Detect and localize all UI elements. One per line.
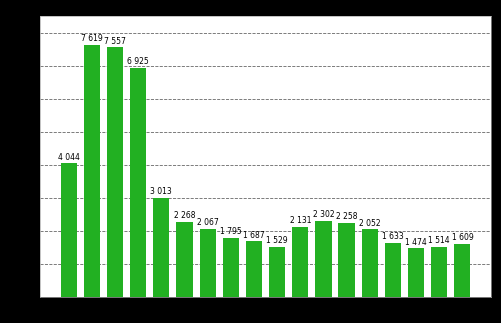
Bar xyxy=(153,198,169,297)
Bar xyxy=(454,244,470,297)
Text: 2 258: 2 258 xyxy=(336,212,357,221)
Bar xyxy=(222,238,239,297)
Text: 1 474: 1 474 xyxy=(405,238,427,247)
Bar xyxy=(176,222,192,297)
Text: 3 013: 3 013 xyxy=(150,187,172,196)
Bar xyxy=(362,229,378,297)
Text: 2 302: 2 302 xyxy=(313,210,334,219)
Bar xyxy=(339,223,355,297)
Text: 1 529: 1 529 xyxy=(267,236,288,245)
Bar xyxy=(199,229,216,297)
Bar xyxy=(107,47,123,297)
Text: 6 925: 6 925 xyxy=(127,57,149,67)
Text: 1 609: 1 609 xyxy=(451,233,473,242)
Bar xyxy=(246,241,262,297)
Text: 7 619: 7 619 xyxy=(81,35,103,44)
Text: 1 795: 1 795 xyxy=(220,227,241,236)
Bar xyxy=(292,227,309,297)
Text: 1 687: 1 687 xyxy=(243,231,265,240)
Bar xyxy=(385,243,401,297)
Text: 2 131: 2 131 xyxy=(290,216,311,225)
Text: 2 268: 2 268 xyxy=(174,211,195,220)
Bar xyxy=(61,163,77,297)
Text: 1 514: 1 514 xyxy=(428,236,450,245)
Bar xyxy=(431,247,447,297)
Bar xyxy=(269,247,285,297)
Text: 1 633: 1 633 xyxy=(382,232,404,241)
Bar xyxy=(130,68,146,297)
Bar xyxy=(408,248,424,297)
Text: 2 067: 2 067 xyxy=(197,218,218,227)
Text: 4 044: 4 044 xyxy=(58,153,80,162)
Text: 7 557: 7 557 xyxy=(104,36,126,46)
Bar xyxy=(84,45,100,297)
Bar xyxy=(315,221,332,297)
Text: 2 052: 2 052 xyxy=(359,218,381,227)
